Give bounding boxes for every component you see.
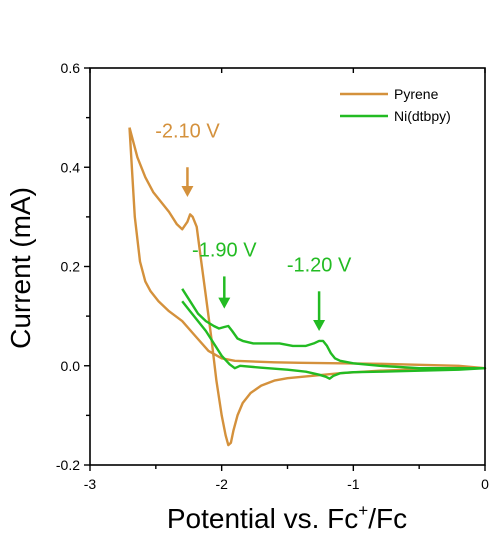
annotation-arrow-head-0 bbox=[181, 186, 194, 198]
x-axis-title-sup: + bbox=[358, 501, 368, 520]
x-tick-label: -1 bbox=[347, 476, 360, 492]
y-tick-label: 0.6 bbox=[61, 60, 81, 76]
y-tick-label: 0.2 bbox=[61, 259, 81, 275]
y-tick-label: 0.0 bbox=[61, 358, 81, 374]
x-tick-label: -2 bbox=[215, 476, 228, 492]
legend: Pyrene Ni(dtbpy) bbox=[340, 86, 451, 124]
x-tick-label: 0 bbox=[481, 476, 489, 492]
x-axis-title-tail: /Fc bbox=[368, 503, 407, 534]
series-layer bbox=[128, 127, 487, 447]
annotation-label-0: -2.10 V bbox=[155, 120, 220, 142]
x-tick-label: -3 bbox=[84, 476, 97, 492]
series-line-0 bbox=[128, 127, 487, 447]
x-axis-title: Potential vs. Fc+/Fc bbox=[167, 501, 407, 534]
y-tick-label: -0.2 bbox=[56, 457, 80, 473]
annotation-arrow-head-1 bbox=[218, 297, 231, 309]
series-line-1 bbox=[181, 288, 487, 380]
legend-label-0: Pyrene bbox=[394, 86, 439, 102]
y-tick-label: 0.4 bbox=[61, 159, 81, 175]
x-axis-title-main: Potential vs. Fc bbox=[167, 503, 358, 534]
annotation-label-1: -1.90 V bbox=[192, 240, 257, 262]
annotation-layer: -2.10 V -1.90 V -1.20 V bbox=[155, 120, 352, 332]
annotation-label-2: -1.20 V bbox=[287, 254, 352, 276]
axis-layer: -3 -2 -1 0 -0.2 0.0 0.2 0.4 0.6 bbox=[56, 60, 489, 492]
y-axis-title: Current (mA) bbox=[5, 187, 36, 349]
annotation-arrow-head-2 bbox=[313, 320, 326, 332]
legend-label-1: Ni(dtbpy) bbox=[394, 108, 451, 124]
